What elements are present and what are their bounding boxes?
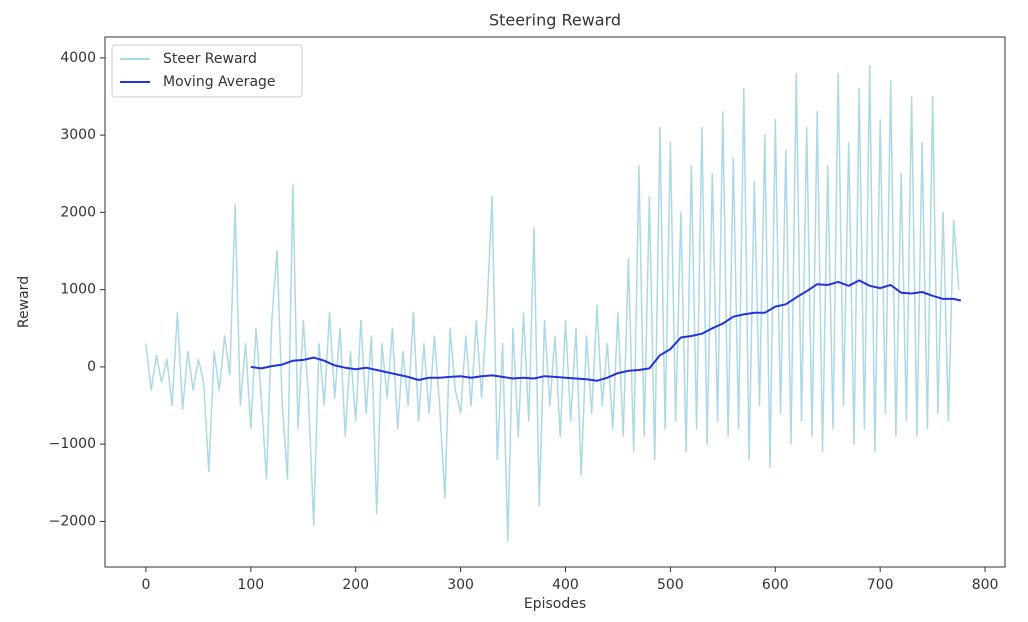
y-tick-label: 4000 [60, 50, 96, 66]
x-tick-label: 700 [867, 577, 894, 593]
x-tick-label: 0 [141, 577, 150, 593]
y-tick-label: −1000 [49, 436, 96, 452]
y-tick-label: 1000 [60, 282, 96, 298]
x-tick-label: 400 [552, 577, 579, 593]
legend-label: Steer Reward [163, 51, 257, 67]
legend-label: Moving Average [163, 74, 276, 90]
y-axis-label: Reward [16, 276, 32, 328]
x-tick-label: 500 [657, 577, 684, 593]
legend-box [111, 44, 303, 98]
y-tick-label: 0 [87, 359, 96, 375]
x-tick-label: 300 [447, 577, 474, 593]
x-tick-label: 100 [237, 577, 264, 593]
x-tick-label: 800 [972, 577, 999, 593]
x-tick-label: 200 [342, 577, 369, 593]
x-tick-label: 600 [762, 577, 789, 593]
chart-title: Steering Reward [489, 11, 621, 30]
y-tick-label: 3000 [60, 127, 96, 143]
series-line [145, 64, 960, 542]
series-line [250, 279, 962, 382]
x-axis-label: Episodes [524, 596, 586, 612]
plot-frame [104, 36, 1006, 568]
y-tick-label: 2000 [60, 204, 96, 220]
y-tick-label: −2000 [49, 513, 96, 529]
